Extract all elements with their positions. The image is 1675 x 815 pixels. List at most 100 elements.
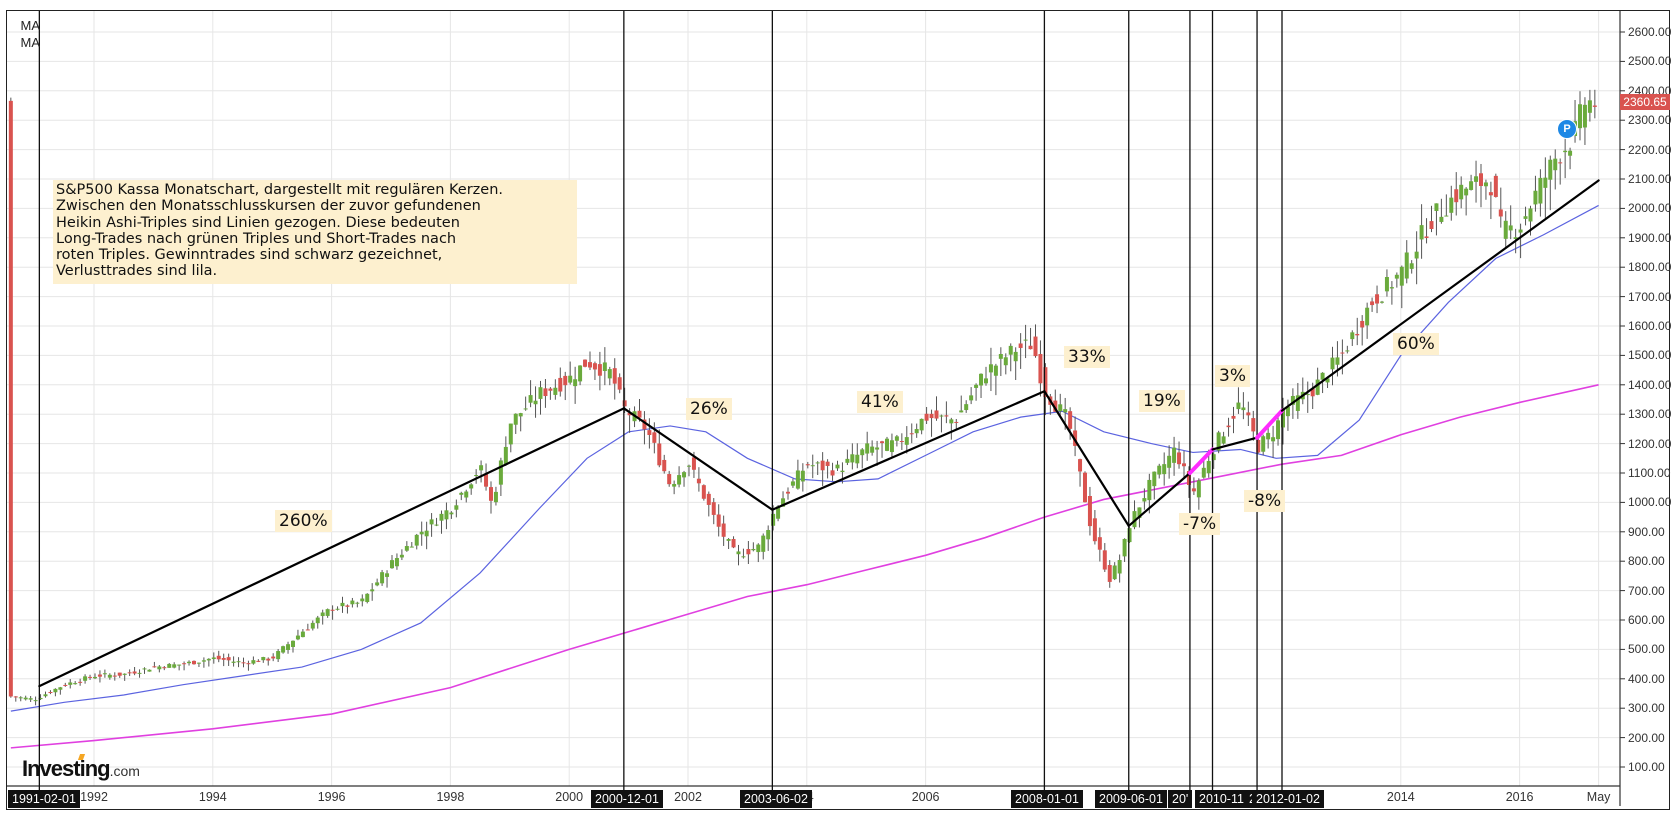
p-marker-icon[interactable]: P xyxy=(1557,119,1577,139)
candle-body xyxy=(583,359,588,367)
candle-body xyxy=(776,506,781,519)
candle-body xyxy=(1177,452,1182,465)
candle-body xyxy=(23,697,28,700)
candle-body xyxy=(894,436,899,441)
y-tick-label: 900.00 xyxy=(1628,524,1665,539)
y-tick-label: 700.00 xyxy=(1628,583,1665,598)
candle-body xyxy=(988,364,993,373)
candle-body xyxy=(276,651,281,660)
candle-body xyxy=(488,487,493,501)
candle-body xyxy=(493,491,498,503)
y-tick-label: 1200.00 xyxy=(1628,436,1672,451)
candle-body xyxy=(662,459,667,472)
candle-body xyxy=(1498,209,1503,217)
candle-body xyxy=(1409,263,1414,269)
candle-body xyxy=(756,544,761,553)
candle-body xyxy=(1256,439,1261,453)
candle-body xyxy=(528,395,533,403)
candle-body xyxy=(904,437,909,445)
candle-body xyxy=(686,465,691,467)
candle-body xyxy=(454,505,459,510)
candle-body xyxy=(815,462,820,464)
candle-body xyxy=(612,368,617,384)
y-tick-label: 800.00 xyxy=(1628,554,1665,569)
y-tick-label: 1600.00 xyxy=(1628,319,1672,333)
candle-body xyxy=(409,546,414,548)
candle-body xyxy=(573,379,578,387)
candle-body xyxy=(127,672,132,674)
candle-body xyxy=(840,470,845,473)
candle-body xyxy=(380,572,385,584)
candle-body xyxy=(1513,237,1518,240)
candle-body xyxy=(117,672,122,676)
candle-body xyxy=(1157,465,1162,475)
candle-body xyxy=(1087,496,1092,527)
candle-body xyxy=(58,687,63,690)
candle-body xyxy=(424,530,429,537)
candle-body xyxy=(949,419,954,424)
candle-body xyxy=(1533,190,1538,205)
candle-body xyxy=(246,663,251,665)
candle-body xyxy=(1350,332,1355,340)
candle-body xyxy=(1266,432,1271,440)
candle-body xyxy=(1226,425,1231,428)
y-tick-label: 1500.00 xyxy=(1628,348,1672,363)
candle-body xyxy=(800,470,805,482)
candle-body xyxy=(157,666,162,670)
candle-body xyxy=(1003,357,1008,366)
candle-body xyxy=(469,484,474,489)
candle-body xyxy=(1568,150,1573,156)
candle-body xyxy=(330,609,335,611)
candle-body xyxy=(944,415,949,417)
candle-body xyxy=(929,413,934,419)
candle-body xyxy=(1449,197,1454,213)
candle-body xyxy=(325,609,330,616)
trade-percent-label: 41% xyxy=(857,391,903,413)
candle-body xyxy=(1305,394,1310,396)
candle-body xyxy=(1142,498,1147,502)
candle-body xyxy=(1152,471,1157,487)
candle-body xyxy=(865,443,870,454)
candle-body xyxy=(28,698,33,700)
candle-body xyxy=(191,660,196,665)
x-tick-label: 2000 xyxy=(555,790,584,804)
candle-body xyxy=(751,548,756,551)
y-tick-label: 400.00 xyxy=(1628,671,1665,686)
y-tick-label: 300.00 xyxy=(1628,701,1665,716)
candle-body xyxy=(1394,274,1399,279)
candle-body xyxy=(954,421,959,423)
candle-body xyxy=(201,660,206,662)
candle-body xyxy=(761,535,766,552)
candle-body xyxy=(182,663,187,665)
candle-body xyxy=(1419,225,1424,240)
candle-body xyxy=(1008,345,1013,355)
candle-body xyxy=(1172,447,1177,463)
candle-body xyxy=(1384,277,1389,292)
candle-body xyxy=(63,684,68,686)
investing-logo: Investing.com xyxy=(22,754,140,782)
logo-main-text: Investing xyxy=(22,756,111,781)
candle-body xyxy=(939,415,944,417)
y-tick-label: 1700.00 xyxy=(1628,289,1672,304)
candle-body xyxy=(652,432,657,443)
candle-body xyxy=(172,664,177,668)
win-trade-line xyxy=(38,407,625,688)
candle-body xyxy=(1370,301,1375,306)
candle-body xyxy=(394,558,399,567)
candle-body xyxy=(107,674,112,678)
candle-body xyxy=(419,531,424,535)
candle-body xyxy=(1528,208,1533,222)
candle-body xyxy=(805,464,810,466)
candle-body xyxy=(226,657,231,661)
candle-body xyxy=(256,660,261,662)
candle-body xyxy=(979,373,984,386)
candle-body xyxy=(147,669,152,672)
candle-body xyxy=(43,694,48,697)
candle-body xyxy=(187,661,192,664)
candle-body xyxy=(1379,301,1384,303)
trade-percent-label: 60% xyxy=(1393,333,1439,355)
candle-body xyxy=(365,593,370,602)
candle-body xyxy=(1434,203,1439,211)
candle-body xyxy=(355,602,360,604)
